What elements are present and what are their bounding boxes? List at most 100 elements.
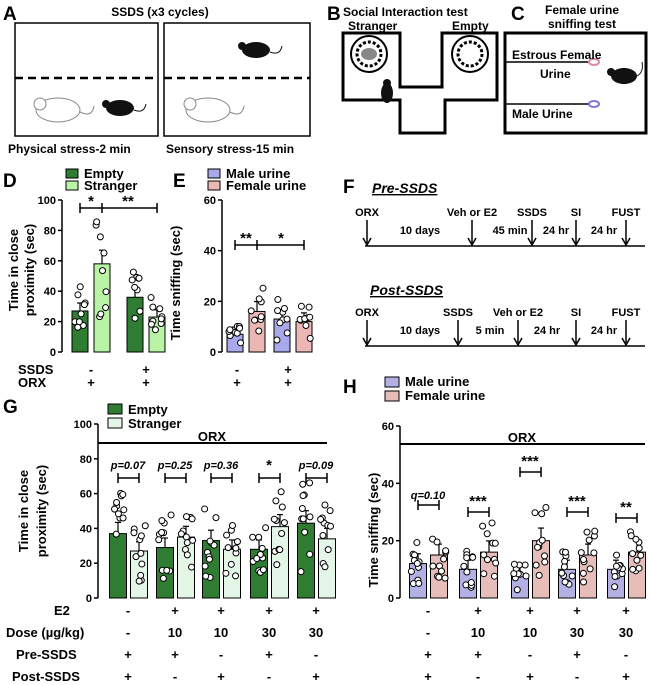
row-value: - [126,603,130,618]
data-point [237,339,245,347]
data-point [93,218,101,226]
legend-swatch-empty [65,168,79,179]
cage-stranger [350,35,388,73]
data-point [306,334,314,342]
row-value: - [426,625,430,640]
timeline-interval: 45 min [493,225,528,237]
data-point [188,515,196,523]
data-point [255,295,263,303]
data-point [210,541,218,549]
arrow-head-icon [362,237,372,247]
data-point [317,515,325,523]
data-point [611,572,619,580]
data-point [273,561,281,569]
g-row-label-post-ssds: Post-SSDS [12,669,80,684]
data-point [580,556,588,564]
legend-swatch-male-urine [384,376,400,388]
data-point [137,549,145,557]
significance-label: p=0.25 [157,460,193,472]
g-ylabel-line-1: Time in close [16,470,31,552]
data-point [580,578,588,586]
cage-empty [451,35,489,73]
row-value: 30 [570,625,584,640]
panel-a-caption-1: Physical stress-2 min [8,142,131,156]
g-row-label-e2: E2 [54,603,70,618]
data-point [227,560,235,568]
y-tick-label: 60 [80,489,92,501]
g-ylabel-line-2: proximity (sec) [34,465,49,557]
panel-d-letter: D [3,171,17,192]
row-value: 30 [262,625,276,640]
panel-g: G Empty Stranger Time in close proximity… [3,397,336,684]
data-point [228,522,236,530]
data-point [299,515,307,523]
data-point [442,547,450,555]
data-point [188,563,196,571]
significance-label: *** [568,493,586,510]
y-tick-label: 60 [44,256,56,268]
timeline-event: ORX [355,307,380,319]
row-value: + [474,603,482,618]
panel-c-letter: C [511,4,525,25]
significance-label: p=0.36 [203,460,239,472]
row-value: + [474,647,482,662]
panel-a: A SSDS (x3 cycles) Physical stress-2 min [3,4,311,156]
h-legend-male-urine: Male urine [405,374,469,389]
data-point [130,529,138,537]
data-point [480,570,488,578]
data-point [151,326,159,334]
data-point [635,564,643,572]
legend-swatch-stranger [107,417,123,429]
data-point [532,561,540,569]
data-point [321,563,329,571]
data-point [135,274,143,282]
row-value: 10 [168,625,182,640]
y-tick-label: 0 [50,347,56,359]
panel-b-letter: B [327,4,341,25]
data-point [591,527,599,535]
y-tick-label: 40 [80,523,92,535]
panel-c: C Female urine sniffing test Estrous Fem… [503,3,648,135]
significance-label: *** [469,493,487,510]
panel-h: H Male urine Female urine Time sniffing … [343,374,646,684]
row-value: + [284,362,292,377]
legend-empty: Empty [84,166,125,181]
data-point [415,579,423,587]
timeline-event: SI [571,307,581,319]
data-point [480,551,488,559]
row-value: - [267,669,271,684]
row-value: + [142,375,150,390]
row-value: + [284,375,292,390]
data-point [138,560,146,568]
timeline-interval: 24 hr [543,225,570,237]
row-value: 10 [214,625,228,640]
data-point [301,528,309,536]
data-point [560,563,568,571]
arrow-head-icon [621,337,631,347]
female-urine-swab-tip [588,58,600,66]
data-point [255,327,263,335]
data-point [205,555,213,563]
data-point [327,522,335,530]
row-value: 10 [471,625,485,640]
row-value: + [312,603,320,618]
row-value: - [173,669,177,684]
data-point [147,320,155,328]
data-point [435,573,443,581]
row-value: + [424,669,432,684]
data-point [534,543,542,551]
timeline-event: FUST [612,307,641,319]
data-point [128,276,136,284]
physical-stress-box [14,22,159,137]
data-point [96,233,104,241]
row-value: + [171,603,179,618]
data-point [463,554,471,562]
data-point [413,560,421,568]
significance-label: * [278,230,284,247]
row-value: + [217,603,225,618]
row-value: + [217,669,225,684]
data-point [182,513,190,521]
data-point [306,313,314,321]
data-point [483,530,491,538]
data-point [407,567,415,575]
